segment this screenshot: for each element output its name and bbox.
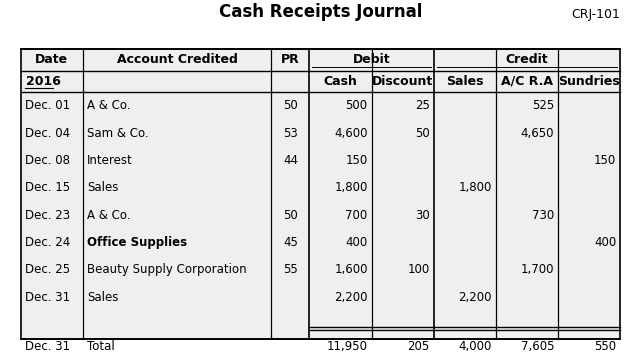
Text: Sam & Co.: Sam & Co.	[87, 127, 149, 140]
Text: 4,650: 4,650	[520, 127, 554, 140]
Text: 2,200: 2,200	[458, 291, 492, 304]
Text: 400: 400	[594, 236, 616, 249]
Text: 50: 50	[283, 99, 298, 112]
Text: Dec. 23: Dec. 23	[25, 209, 70, 222]
Text: Credit: Credit	[506, 53, 548, 66]
Text: 4,600: 4,600	[334, 127, 368, 140]
Text: Dec. 01: Dec. 01	[25, 99, 70, 112]
Text: 7,605: 7,605	[520, 340, 554, 353]
Text: PR: PR	[281, 53, 300, 66]
Text: A & Co.: A & Co.	[87, 99, 130, 112]
Text: Beauty Supply Corporation: Beauty Supply Corporation	[87, 263, 247, 276]
Text: Dec. 31: Dec. 31	[25, 291, 70, 304]
Text: 100: 100	[408, 263, 430, 276]
Text: Dec. 24: Dec. 24	[25, 236, 70, 249]
Text: 730: 730	[532, 209, 554, 222]
Text: Office Supplies: Office Supplies	[87, 236, 187, 249]
Text: Sales: Sales	[87, 181, 119, 194]
Text: 45: 45	[283, 236, 298, 249]
Text: Dec. 31: Dec. 31	[25, 340, 70, 353]
Text: Dec. 15: Dec. 15	[25, 181, 70, 194]
Text: 55: 55	[283, 263, 298, 276]
Bar	[21, 49, 620, 340]
Text: Cash: Cash	[324, 75, 358, 88]
Text: 30: 30	[415, 209, 430, 222]
Text: Sales: Sales	[446, 75, 483, 88]
Text: 50: 50	[415, 127, 430, 140]
Text: Dec. 04: Dec. 04	[25, 127, 70, 140]
Text: Discount: Discount	[372, 75, 433, 88]
Text: Account Credited: Account Credited	[117, 53, 238, 66]
Text: 205: 205	[408, 340, 430, 353]
Text: A/C R.A: A/C R.A	[501, 75, 553, 88]
Text: Cash Receipts Journal: Cash Receipts Journal	[219, 3, 422, 21]
Text: 500: 500	[345, 99, 368, 112]
Text: 1,800: 1,800	[458, 181, 492, 194]
Text: 2016: 2016	[26, 75, 61, 88]
Text: 53: 53	[283, 127, 298, 140]
Text: 150: 150	[345, 154, 368, 167]
Text: 1,800: 1,800	[335, 181, 368, 194]
Bar	[21, 49, 620, 340]
Text: 150: 150	[594, 154, 616, 167]
Text: Total: Total	[87, 340, 115, 353]
Text: 400: 400	[345, 236, 368, 249]
Text: 25: 25	[415, 99, 430, 112]
Text: Date: Date	[35, 53, 69, 66]
Text: Sundries: Sundries	[558, 75, 620, 88]
Text: 4,000: 4,000	[458, 340, 492, 353]
Text: CRJ-101: CRJ-101	[571, 8, 620, 21]
Text: 11,950: 11,950	[327, 340, 368, 353]
Text: Interest: Interest	[87, 154, 133, 167]
Text: Sales: Sales	[87, 291, 119, 304]
Text: Dec. 08: Dec. 08	[25, 154, 70, 167]
Text: 44: 44	[283, 154, 298, 167]
Text: 550: 550	[594, 340, 616, 353]
Text: 1,600: 1,600	[334, 263, 368, 276]
Text: Debit: Debit	[353, 53, 390, 66]
Text: 2,200: 2,200	[334, 291, 368, 304]
Text: Dec. 25: Dec. 25	[25, 263, 70, 276]
Text: 1,700: 1,700	[520, 263, 554, 276]
Text: A & Co.: A & Co.	[87, 209, 130, 222]
Text: 700: 700	[345, 209, 368, 222]
Text: 525: 525	[532, 99, 554, 112]
Text: 50: 50	[283, 209, 298, 222]
